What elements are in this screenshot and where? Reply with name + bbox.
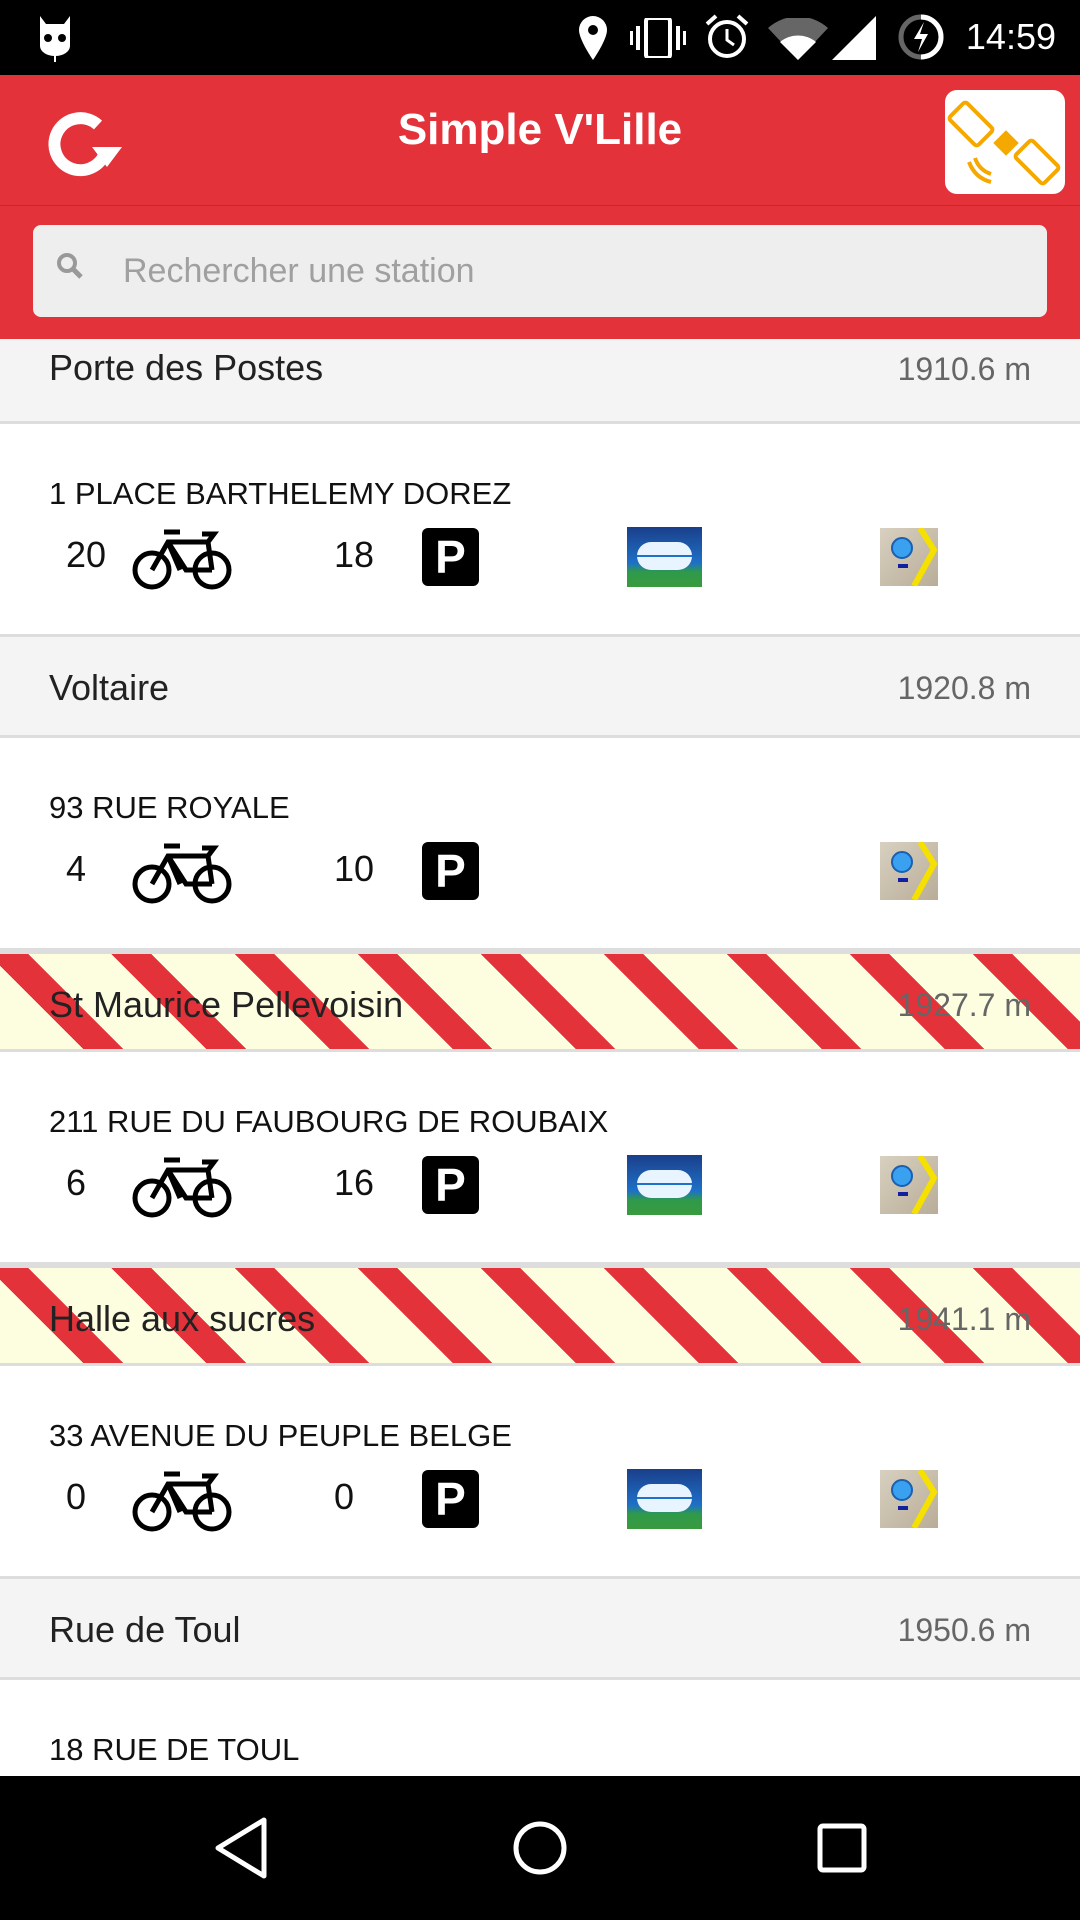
alarm-icon bbox=[705, 14, 749, 58]
station-address: 211 RUE DU FAUBOURG DE ROUBAIX bbox=[49, 1104, 609, 1139]
station-address: 93 RUE ROYALE bbox=[49, 790, 290, 825]
clock: 14:59 bbox=[965, 16, 1056, 57]
station-header[interactable]: St Maurice Pellevoisin 1927.7 m bbox=[0, 951, 1080, 1052]
slots-count: 10 bbox=[334, 848, 375, 889]
back-icon[interactable] bbox=[212, 1816, 272, 1880]
station-distance: 1927.7 m bbox=[897, 987, 1031, 1023]
station-details[interactable]: 211 RUE DU FAUBOURG DE ROUBAIX 6 16 P bbox=[0, 1052, 1080, 1265]
parking-icon: P bbox=[422, 528, 479, 586]
station-distance: 1950.6 m bbox=[897, 1612, 1031, 1648]
battery-charging-icon bbox=[898, 14, 944, 60]
parking-icon: P bbox=[422, 1156, 479, 1214]
app-toolbar: Simple V'Lille bbox=[0, 75, 1080, 206]
cyanogen-icon bbox=[40, 16, 70, 62]
parking-icon: P bbox=[422, 842, 479, 900]
wifi-icon bbox=[768, 18, 828, 60]
search-box[interactable] bbox=[33, 225, 1047, 317]
parking-icon: P bbox=[422, 1470, 479, 1528]
bikes-count: 20 bbox=[66, 534, 107, 575]
station-address: 18 RUE DE TOUL bbox=[49, 1732, 300, 1767]
station-header[interactable]: Halle aux sucres 1941.1 m bbox=[0, 1265, 1080, 1366]
station-distance: 1910.6 m bbox=[897, 351, 1031, 387]
slots-count: 0 bbox=[334, 1476, 355, 1517]
app-title: Simple V'Lille bbox=[397, 105, 683, 154]
station-distance: 1920.8 m bbox=[897, 670, 1031, 706]
bike-icon bbox=[132, 1471, 232, 1532]
map-icon[interactable] bbox=[880, 528, 938, 586]
home-icon[interactable] bbox=[512, 1816, 568, 1880]
station-details[interactable]: 18 RUE DE TOUL bbox=[0, 1680, 1080, 1776]
status-bar: 14:59 bbox=[0, 0, 1080, 75]
station-details[interactable]: 33 AVENUE DU PEUPLE BELGE 0 0 P bbox=[0, 1366, 1080, 1579]
satellite-icon bbox=[947, 100, 1061, 186]
location-icon bbox=[579, 16, 607, 60]
signal-icon bbox=[832, 16, 876, 60]
station-name: Voltaire bbox=[49, 667, 170, 708]
bike-icon bbox=[132, 529, 232, 590]
station-name: St Maurice Pellevoisin bbox=[49, 984, 404, 1025]
station-address: 33 AVENUE DU PEUPLE BELGE bbox=[49, 1418, 512, 1453]
station-name: Halle aux sucres bbox=[49, 1298, 316, 1339]
credit-card-icon bbox=[627, 527, 702, 587]
station-header[interactable]: Porte des Postes 1910.6 m bbox=[0, 339, 1080, 424]
credit-card-icon bbox=[627, 1155, 702, 1215]
map-icon[interactable] bbox=[880, 842, 938, 900]
station-distance: 1941.1 m bbox=[897, 1301, 1031, 1337]
search-input[interactable] bbox=[123, 225, 1023, 317]
station-header[interactable]: Voltaire 1920.8 m bbox=[0, 637, 1080, 738]
station-name: Porte des Postes bbox=[49, 347, 324, 388]
bikes-count: 0 bbox=[66, 1476, 87, 1517]
recents-icon[interactable] bbox=[814, 1816, 870, 1880]
station-details[interactable]: 93 RUE ROYALE 4 10 P bbox=[0, 738, 1080, 951]
navigation-bar bbox=[0, 1776, 1080, 1920]
bike-icon bbox=[132, 1157, 232, 1218]
station-header[interactable]: Rue de Toul 1950.6 m bbox=[0, 1579, 1080, 1680]
map-icon[interactable] bbox=[880, 1470, 938, 1528]
station-list[interactable]: Porte des Postes 1910.6 m 1 PLACE BARTHE… bbox=[0, 339, 1080, 1776]
bikes-count: 4 bbox=[66, 848, 87, 889]
map-icon[interactable] bbox=[880, 1156, 938, 1214]
vibrate-icon bbox=[630, 18, 686, 58]
station-address: 1 PLACE BARTHELEMY DOREZ bbox=[49, 476, 512, 511]
slots-count: 16 bbox=[334, 1162, 375, 1203]
gps-button[interactable] bbox=[945, 90, 1065, 194]
search-icon bbox=[57, 253, 83, 279]
credit-card-icon bbox=[627, 1469, 702, 1529]
station-details[interactable]: 1 PLACE BARTHELEMY DOREZ 20 18 P bbox=[0, 424, 1080, 637]
station-name: Rue de Toul bbox=[49, 1609, 241, 1650]
bikes-count: 6 bbox=[66, 1162, 87, 1203]
slots-count: 18 bbox=[334, 534, 375, 575]
bike-icon bbox=[132, 843, 232, 904]
search-bar bbox=[0, 206, 1080, 339]
refresh-icon[interactable] bbox=[44, 103, 124, 183]
